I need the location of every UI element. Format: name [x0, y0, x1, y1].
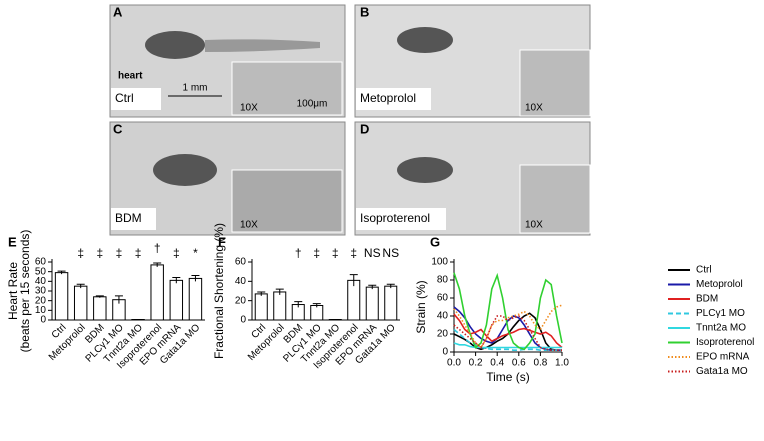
photo-b: B Metoprolol 10X: [355, 4, 590, 117]
y-axis-label: Fractional Shortening (%): [212, 223, 226, 359]
y-tick-label: 50: [35, 266, 47, 277]
y-tick-label: 60: [35, 257, 47, 268]
y-tick-label: 10: [35, 305, 47, 316]
photo-label: Ctrl: [115, 91, 134, 105]
bar: [274, 292, 286, 320]
photo-label: BDM: [115, 211, 142, 225]
zoom-label: 10X: [525, 220, 543, 231]
bar: [170, 280, 182, 320]
scale-label: 1 mm: [183, 83, 208, 94]
panel-letter: A: [113, 4, 123, 19]
zoom-label: 10X: [240, 220, 258, 231]
photo-a: A Ctrl heart 1 mm 10X 100μm: [110, 4, 345, 117]
y-tick-label: 30: [35, 286, 47, 297]
y-tick-label: 20: [235, 295, 247, 306]
panel-letter: B: [360, 4, 369, 19]
significance: *: [193, 246, 198, 260]
x-tick-label: 0.2: [469, 358, 483, 369]
legend-label: Gata1a MO: [696, 366, 748, 377]
bar: [366, 287, 378, 320]
significance: ‡: [350, 246, 357, 260]
y-tick-label: 20: [437, 329, 449, 340]
x-axis-label: Time (s): [486, 370, 530, 384]
significance: ‡: [332, 246, 339, 260]
photo-label: Isoproterenol: [360, 211, 430, 225]
photo-c: C BDM 10X: [110, 121, 345, 235]
arrow-label: heart: [118, 71, 143, 82]
panel-letter: C: [113, 121, 123, 136]
inset-scale: 100μm: [297, 99, 328, 110]
y-tick-label: 40: [437, 311, 449, 322]
significance: ‡: [77, 246, 84, 260]
y-tick-label: 0: [240, 315, 246, 326]
embryo: [145, 31, 205, 59]
significance: ‡: [135, 246, 142, 260]
y-tick-label: 0: [40, 315, 46, 326]
x-tick-label: 1.0: [555, 358, 569, 369]
panel-letter: E: [8, 234, 17, 249]
embryo: [397, 157, 453, 183]
y-tick-label: 60: [437, 293, 449, 304]
significance: NS: [364, 246, 381, 260]
legend-label: Tnnt2a MO: [696, 323, 746, 334]
y-tick-label: 100: [431, 257, 448, 268]
photo-label: Metoprolol: [360, 91, 416, 105]
bar: [151, 265, 163, 320]
legend-label: Ctrl: [696, 265, 712, 276]
bar: [255, 294, 267, 320]
significance: ‡: [116, 246, 123, 260]
significance: ‡: [313, 246, 320, 260]
legend-label: EPO mRNA: [696, 352, 750, 363]
bar: [94, 297, 106, 320]
x-tick-label: 0.0: [447, 358, 461, 369]
bar: [189, 278, 201, 320]
significance: ‡: [173, 246, 180, 260]
y-tick-label: 20: [35, 295, 47, 306]
embryo: [397, 27, 453, 53]
zoom-label: 10X: [240, 103, 258, 114]
y-tick-label: 0: [442, 347, 448, 358]
y-tick-label: 40: [235, 276, 247, 287]
panel-letter: G: [430, 234, 440, 249]
y-tick-label: 60: [235, 257, 247, 268]
bar: [74, 286, 86, 320]
y-tick-label: 80: [437, 275, 449, 286]
significance: NS: [382, 246, 399, 260]
significance: ‡: [96, 246, 103, 260]
x-tick-label: 0.6: [512, 358, 526, 369]
y-axis-label: (beats per 15 seconds): [18, 230, 32, 353]
photo-d: D Isoproterenol 10X: [355, 121, 590, 235]
legend-label: Metoprolol: [696, 279, 743, 290]
bar: [348, 280, 360, 320]
panel-letter: D: [360, 121, 369, 136]
legend-label: BDM: [696, 294, 718, 305]
zoom-label: 10X: [525, 103, 543, 114]
x-tick-label: 0.4: [490, 358, 504, 369]
y-tick-label: 40: [35, 276, 47, 287]
bar: [385, 286, 397, 320]
x-tick-label: Metoprolol: [47, 322, 88, 363]
y-axis-label: Strain (%): [414, 280, 428, 333]
significance: †: [154, 241, 161, 255]
x-tick-label: 0.8: [533, 358, 547, 369]
legend-label: PLCγ1 MO: [696, 308, 745, 319]
legend-label: Isoproterenol: [696, 337, 754, 348]
bar: [311, 306, 323, 321]
bar: [55, 273, 67, 320]
embryo: [153, 154, 217, 186]
series-line: [454, 273, 562, 350]
significance: †: [295, 246, 302, 260]
